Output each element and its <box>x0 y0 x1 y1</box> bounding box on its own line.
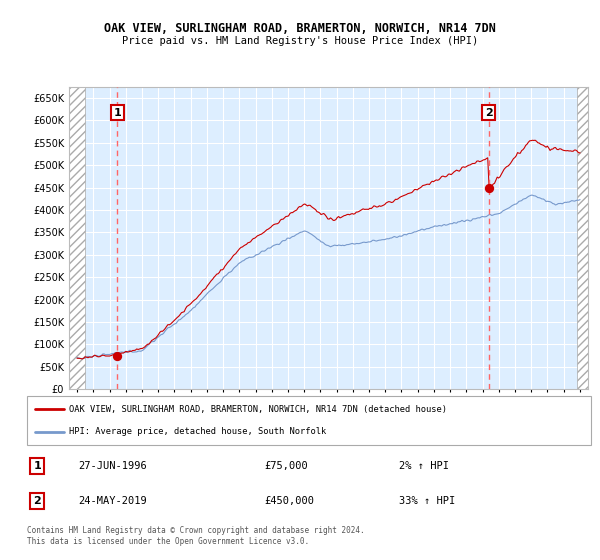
Text: 2% ↑ HPI: 2% ↑ HPI <box>399 461 449 471</box>
Text: 33% ↑ HPI: 33% ↑ HPI <box>399 496 455 506</box>
Text: 27-JUN-1996: 27-JUN-1996 <box>78 461 146 471</box>
Text: 1: 1 <box>33 461 41 471</box>
Text: 2: 2 <box>33 496 41 506</box>
Bar <box>577 87 588 389</box>
FancyBboxPatch shape <box>27 396 591 445</box>
Text: 24-MAY-2019: 24-MAY-2019 <box>78 496 146 506</box>
Text: £450,000: £450,000 <box>264 496 314 506</box>
Point <box>484 183 494 192</box>
Text: OAK VIEW, SURLINGHAM ROAD, BRAMERTON, NORWICH, NR14 7DN: OAK VIEW, SURLINGHAM ROAD, BRAMERTON, NO… <box>104 22 496 35</box>
Text: Contains HM Land Registry data © Crown copyright and database right 2024.
This d: Contains HM Land Registry data © Crown c… <box>27 526 365 546</box>
Text: HPI: Average price, detached house, South Norfolk: HPI: Average price, detached house, Sout… <box>70 427 326 436</box>
Point <box>113 351 122 360</box>
Text: £75,000: £75,000 <box>264 461 308 471</box>
Text: Price paid vs. HM Land Registry's House Price Index (HPI): Price paid vs. HM Land Registry's House … <box>122 36 478 46</box>
Bar <box>69 87 85 389</box>
Text: OAK VIEW, SURLINGHAM ROAD, BRAMERTON, NORWICH, NR14 7DN (detached house): OAK VIEW, SURLINGHAM ROAD, BRAMERTON, NO… <box>70 405 448 414</box>
Text: 1: 1 <box>113 108 121 118</box>
Text: 2: 2 <box>485 108 493 118</box>
